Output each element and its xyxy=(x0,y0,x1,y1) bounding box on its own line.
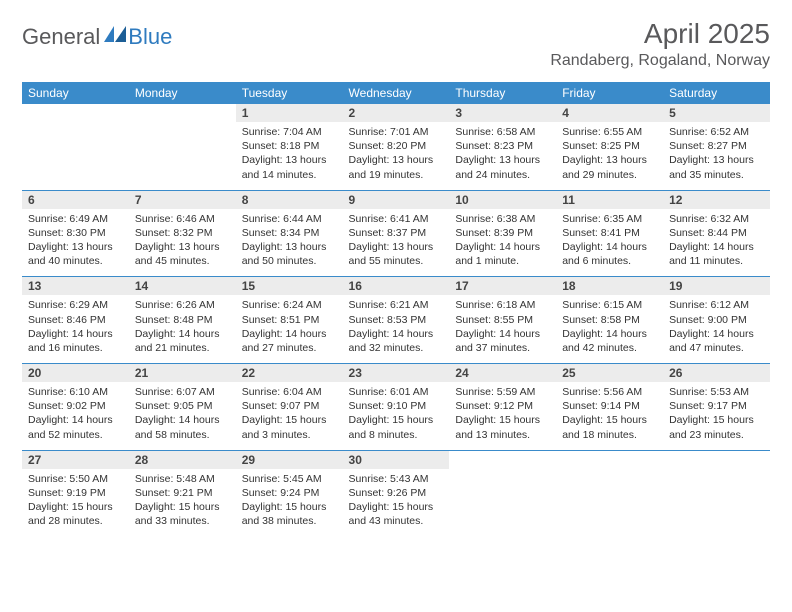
day-detail-cell: Sunrise: 5:59 AMSunset: 9:12 PMDaylight:… xyxy=(449,382,556,450)
day-number-cell: 30 xyxy=(343,450,450,469)
day-number-cell: 17 xyxy=(449,277,556,296)
page-title: April 2025 xyxy=(550,18,770,50)
weekday-header-row: SundayMondayTuesdayWednesdayThursdayFrid… xyxy=(22,82,770,104)
day-number-cell: 29 xyxy=(236,450,343,469)
day-number-cell xyxy=(129,104,236,122)
day-number-cell: 20 xyxy=(22,364,129,383)
day-number-cell: 28 xyxy=(129,450,236,469)
weekday-header: Friday xyxy=(556,82,663,104)
day-number-cell: 10 xyxy=(449,190,556,209)
weekday-header: Wednesday xyxy=(343,82,450,104)
day-number-cell: 24 xyxy=(449,364,556,383)
day-number-cell: 5 xyxy=(663,104,770,122)
day-number-cell: 19 xyxy=(663,277,770,296)
day-number-cell: 15 xyxy=(236,277,343,296)
day-number-cell: 12 xyxy=(663,190,770,209)
day-number-cell xyxy=(449,450,556,469)
day-number-cell: 11 xyxy=(556,190,663,209)
day-number-cell: 1 xyxy=(236,104,343,122)
day-number-cell: 21 xyxy=(129,364,236,383)
weekday-header: Saturday xyxy=(663,82,770,104)
logo-text-blue: Blue xyxy=(128,24,172,50)
weekday-header: Monday xyxy=(129,82,236,104)
day-number-cell xyxy=(556,450,663,469)
day-detail-cell: Sunrise: 6:44 AMSunset: 8:34 PMDaylight:… xyxy=(236,209,343,277)
day-detail-cell: Sunrise: 7:01 AMSunset: 8:20 PMDaylight:… xyxy=(343,122,450,190)
day-detail-cell: Sunrise: 5:43 AMSunset: 9:26 PMDaylight:… xyxy=(343,469,450,537)
week-daynum-row: 6789101112 xyxy=(22,190,770,209)
calendar-table: SundayMondayTuesdayWednesdayThursdayFrid… xyxy=(22,82,770,536)
day-number-cell: 26 xyxy=(663,364,770,383)
day-detail-cell: Sunrise: 6:58 AMSunset: 8:23 PMDaylight:… xyxy=(449,122,556,190)
day-number-cell xyxy=(663,450,770,469)
logo: General Blue xyxy=(22,24,172,50)
day-number-cell: 6 xyxy=(22,190,129,209)
day-detail-cell: Sunrise: 6:38 AMSunset: 8:39 PMDaylight:… xyxy=(449,209,556,277)
day-detail-cell: Sunrise: 6:35 AMSunset: 8:41 PMDaylight:… xyxy=(556,209,663,277)
day-number-cell: 22 xyxy=(236,364,343,383)
day-detail-cell: Sunrise: 6:41 AMSunset: 8:37 PMDaylight:… xyxy=(343,209,450,277)
day-detail-cell: Sunrise: 5:50 AMSunset: 9:19 PMDaylight:… xyxy=(22,469,129,537)
day-number-cell xyxy=(22,104,129,122)
day-number-cell: 27 xyxy=(22,450,129,469)
location-label: Randaberg, Rogaland, Norway xyxy=(550,52,770,70)
day-number-cell: 14 xyxy=(129,277,236,296)
week-detail-row: Sunrise: 6:29 AMSunset: 8:46 PMDaylight:… xyxy=(22,295,770,363)
logo-mark-icon xyxy=(104,26,126,42)
week-daynum-row: 27282930 xyxy=(22,450,770,469)
day-detail-cell: Sunrise: 5:45 AMSunset: 9:24 PMDaylight:… xyxy=(236,469,343,537)
day-detail-cell: Sunrise: 6:46 AMSunset: 8:32 PMDaylight:… xyxy=(129,209,236,277)
day-detail-cell: Sunrise: 6:49 AMSunset: 8:30 PMDaylight:… xyxy=(22,209,129,277)
logo-text-general: General xyxy=(22,24,100,50)
day-detail-cell: Sunrise: 6:24 AMSunset: 8:51 PMDaylight:… xyxy=(236,295,343,363)
day-detail-cell: Sunrise: 6:29 AMSunset: 8:46 PMDaylight:… xyxy=(22,295,129,363)
week-detail-row: Sunrise: 6:49 AMSunset: 8:30 PMDaylight:… xyxy=(22,209,770,277)
weekday-header: Thursday xyxy=(449,82,556,104)
week-daynum-row: 12345 xyxy=(22,104,770,122)
day-detail-cell: Sunrise: 6:52 AMSunset: 8:27 PMDaylight:… xyxy=(663,122,770,190)
day-detail-cell xyxy=(556,469,663,537)
weekday-header: Sunday xyxy=(22,82,129,104)
day-detail-cell: Sunrise: 6:18 AMSunset: 8:55 PMDaylight:… xyxy=(449,295,556,363)
weekday-header: Tuesday xyxy=(236,82,343,104)
day-detail-cell: Sunrise: 7:04 AMSunset: 8:18 PMDaylight:… xyxy=(236,122,343,190)
day-detail-cell: Sunrise: 6:21 AMSunset: 8:53 PMDaylight:… xyxy=(343,295,450,363)
day-number-cell: 25 xyxy=(556,364,663,383)
day-detail-cell: Sunrise: 6:04 AMSunset: 9:07 PMDaylight:… xyxy=(236,382,343,450)
day-detail-cell: Sunrise: 6:01 AMSunset: 9:10 PMDaylight:… xyxy=(343,382,450,450)
week-detail-row: Sunrise: 6:10 AMSunset: 9:02 PMDaylight:… xyxy=(22,382,770,450)
title-block: April 2025 Randaberg, Rogaland, Norway xyxy=(550,18,770,70)
day-detail-cell: Sunrise: 5:48 AMSunset: 9:21 PMDaylight:… xyxy=(129,469,236,537)
week-daynum-row: 20212223242526 xyxy=(22,364,770,383)
day-number-cell: 13 xyxy=(22,277,129,296)
day-detail-cell: Sunrise: 6:07 AMSunset: 9:05 PMDaylight:… xyxy=(129,382,236,450)
day-detail-cell: Sunrise: 6:10 AMSunset: 9:02 PMDaylight:… xyxy=(22,382,129,450)
header: General Blue April 2025 Randaberg, Rogal… xyxy=(22,18,770,70)
day-detail-cell: Sunrise: 6:26 AMSunset: 8:48 PMDaylight:… xyxy=(129,295,236,363)
day-number-cell: 8 xyxy=(236,190,343,209)
day-number-cell: 18 xyxy=(556,277,663,296)
day-detail-cell xyxy=(22,122,129,190)
day-number-cell: 9 xyxy=(343,190,450,209)
day-number-cell: 4 xyxy=(556,104,663,122)
day-number-cell: 2 xyxy=(343,104,450,122)
day-detail-cell: Sunrise: 6:55 AMSunset: 8:25 PMDaylight:… xyxy=(556,122,663,190)
day-detail-cell xyxy=(129,122,236,190)
day-detail-cell: Sunrise: 6:15 AMSunset: 8:58 PMDaylight:… xyxy=(556,295,663,363)
week-detail-row: Sunrise: 7:04 AMSunset: 8:18 PMDaylight:… xyxy=(22,122,770,190)
day-number-cell: 7 xyxy=(129,190,236,209)
day-detail-cell: Sunrise: 5:56 AMSunset: 9:14 PMDaylight:… xyxy=(556,382,663,450)
day-detail-cell: Sunrise: 6:32 AMSunset: 8:44 PMDaylight:… xyxy=(663,209,770,277)
day-number-cell: 3 xyxy=(449,104,556,122)
day-detail-cell xyxy=(663,469,770,537)
week-daynum-row: 13141516171819 xyxy=(22,277,770,296)
day-detail-cell: Sunrise: 5:53 AMSunset: 9:17 PMDaylight:… xyxy=(663,382,770,450)
week-detail-row: Sunrise: 5:50 AMSunset: 9:19 PMDaylight:… xyxy=(22,469,770,537)
day-number-cell: 23 xyxy=(343,364,450,383)
day-detail-cell xyxy=(449,469,556,537)
day-number-cell: 16 xyxy=(343,277,450,296)
day-detail-cell: Sunrise: 6:12 AMSunset: 9:00 PMDaylight:… xyxy=(663,295,770,363)
